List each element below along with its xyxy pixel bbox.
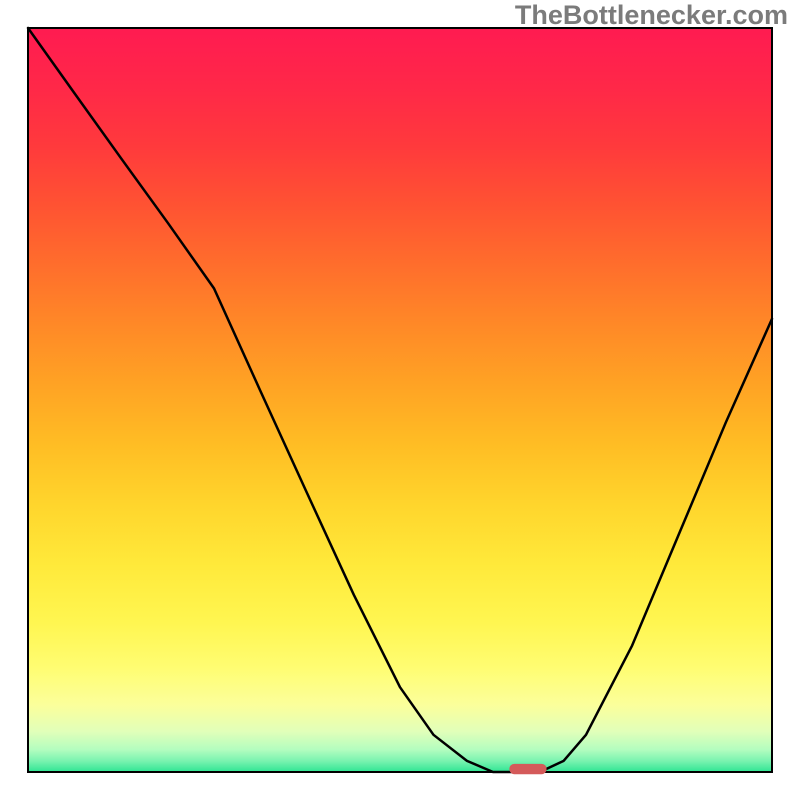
bottleneck-chart: [0, 0, 800, 800]
chart-container: TheBottlenecker.com: [0, 0, 800, 800]
watermark-text: TheBottlenecker.com: [515, 0, 788, 31]
optimal-marker: [509, 764, 546, 774]
plot-background: [28, 28, 772, 772]
